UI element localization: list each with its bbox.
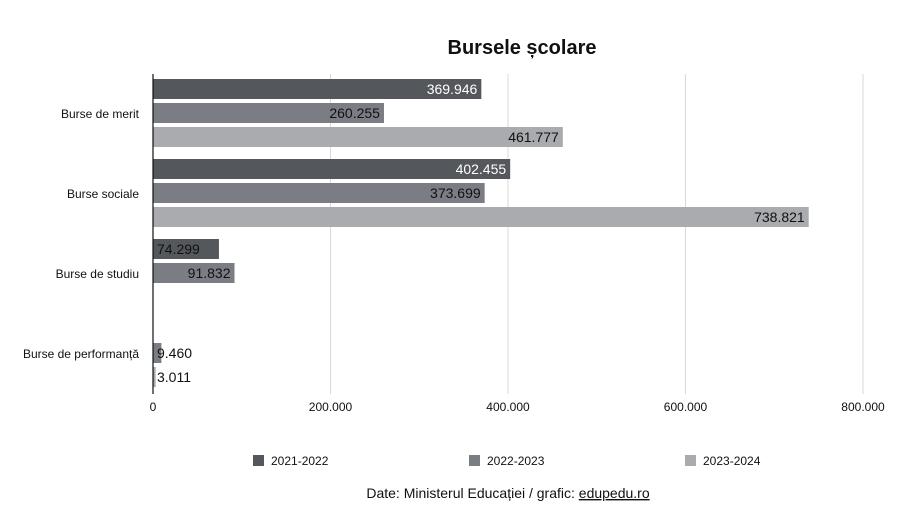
bar <box>153 79 482 99</box>
bars <box>153 79 809 387</box>
chart-title: Bursele școlare <box>448 37 597 59</box>
x-tick-label: 0 <box>150 400 157 414</box>
x-tick-label: 400.000 <box>486 400 530 414</box>
legend: 2021-2022 2022-2023 2023-2024 <box>253 454 761 468</box>
bar <box>153 183 485 203</box>
data-label: 260.255 <box>329 105 380 121</box>
x-tick-label: 600.000 <box>664 400 708 414</box>
bar <box>153 103 384 123</box>
bar <box>153 127 563 147</box>
x-tick-label: 200.000 <box>309 400 353 414</box>
bar <box>153 239 219 259</box>
legend-label: 2022-2023 <box>487 454 545 468</box>
bar <box>153 159 511 179</box>
data-label: 461.777 <box>508 129 559 145</box>
source-prefix: Date: Ministerul Educației / grafic: <box>366 485 578 501</box>
bar <box>153 263 235 283</box>
source-note: Date: Ministerul Educației / grafic: edu… <box>366 485 649 501</box>
bar <box>153 207 809 227</box>
axes: 0 200.000 400.000 600.000 800.000 Burse de me… <box>23 74 885 414</box>
data-label: 74.299 <box>157 241 200 257</box>
legend-swatch <box>685 455 696 466</box>
data-label: 373.699 <box>430 185 481 201</box>
category-label: Burse de performanță <box>23 347 139 361</box>
data-label: 402.455 <box>456 161 507 177</box>
grid-lines <box>330 74 864 394</box>
legend-label: 2021-2022 <box>271 454 329 468</box>
bar <box>153 367 156 387</box>
data-label: 369.946 <box>427 81 478 97</box>
data-label: 738.821 <box>754 209 805 225</box>
category-label: Burse de studiu <box>56 267 139 281</box>
bar <box>153 343 162 363</box>
legend-swatch <box>469 455 480 466</box>
data-label: 91.832 <box>188 265 231 281</box>
legend-label: 2023-2024 <box>703 454 761 468</box>
data-label: 3.011 <box>157 369 191 385</box>
x-tick-label: 800.000 <box>841 400 885 414</box>
data-label: 9.460 <box>157 345 192 361</box>
legend-swatch <box>253 455 264 466</box>
source-link[interactable]: edupedu.ro <box>579 485 650 501</box>
category-label: Burse de merit <box>61 107 140 121</box>
category-label: Burse sociale <box>67 187 139 201</box>
